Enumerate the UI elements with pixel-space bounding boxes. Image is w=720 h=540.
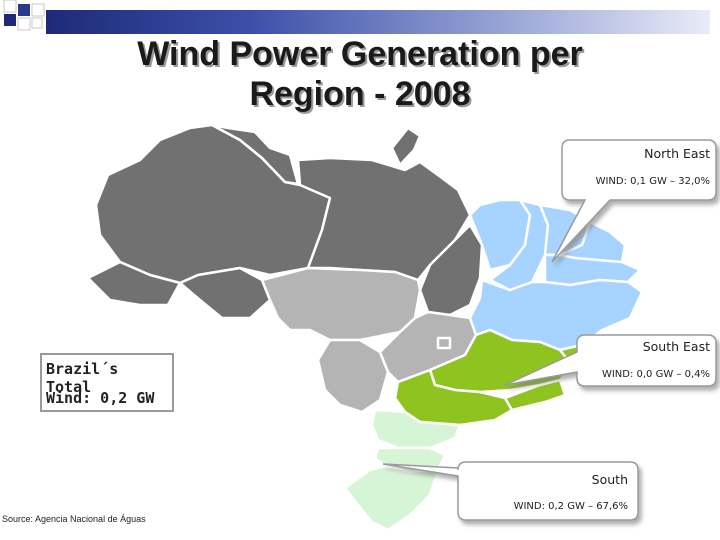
region-south — [343, 408, 462, 532]
region-center-west — [260, 266, 478, 414]
brazil-total-label: Brazil´s Total — [46, 360, 119, 396]
state-df — [436, 336, 452, 350]
region-north — [86, 123, 484, 320]
map-title-line1: Wind Power Generation per — [137, 35, 583, 73]
state-parana — [370, 408, 462, 450]
callout-north-east-region: North East — [644, 146, 710, 161]
callout-south — [382, 461, 639, 521]
callout-south-value: WIND: 0,2 GW – 67,6% — [514, 501, 628, 512]
callout-south-region: South — [592, 472, 628, 487]
state-acre — [86, 260, 182, 307]
callout-south-east-value: WIND: 0,0 GW – 0,4% — [602, 369, 710, 380]
state-roraima — [210, 123, 300, 186]
callout-south-east-region: South East — [643, 339, 710, 354]
map-title: Wind Power Generation per Region - 2008 — [60, 34, 660, 114]
callout-north-east — [551, 139, 717, 263]
decorative-squares — [3, 0, 45, 31]
state-mato-grosso — [260, 266, 422, 342]
callout-south-bubble — [382, 461, 639, 521]
brazil-total-value: Wind: 0,2 GW — [46, 389, 155, 407]
state-tocantins — [418, 223, 484, 317]
callout-south-east — [504, 334, 717, 387]
map-title-line2: Region - 2008 — [249, 75, 471, 113]
state-rio-grande-do-sul — [343, 464, 440, 532]
header-bar — [46, 10, 710, 34]
callout-north-east-value: WIND: 0,1 GW – 32,0% — [596, 176, 710, 187]
state-rio-de-janeiro — [503, 378, 567, 412]
state-amapa — [390, 126, 422, 167]
callout-south-east-bubble — [504, 334, 717, 387]
region-north-east — [468, 198, 644, 352]
callout-north-east-bubble — [551, 139, 717, 263]
brazil-total-box: Brazil´s Total Wind: 0,2 GW — [40, 353, 174, 412]
source-note: Source: Agencia Nacional de Águas — [2, 514, 146, 524]
state-amazonas — [94, 123, 332, 285]
state-mato-grosso-do-sul — [316, 338, 390, 414]
